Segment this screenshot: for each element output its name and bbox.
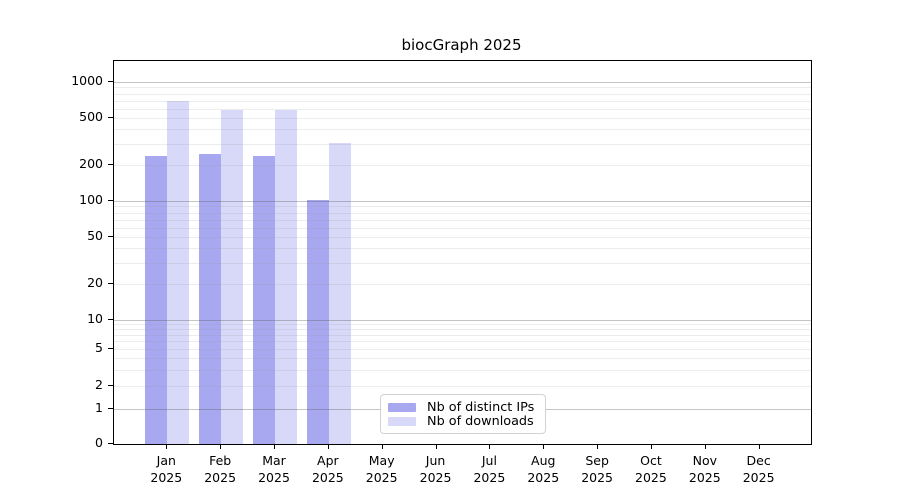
gridline-500 <box>114 118 811 119</box>
x-tick-mark <box>758 444 760 449</box>
y-tick-mark <box>108 236 113 237</box>
x-tick-label-feb: Feb 2025 <box>204 453 237 485</box>
bar-downloads-feb <box>221 110 244 444</box>
y-tick-mark <box>108 117 113 118</box>
legend-label: Nb of downloads <box>427 413 534 429</box>
gridline-800 <box>114 94 811 95</box>
y-tick-mark <box>108 164 113 165</box>
gridline-600 <box>114 109 811 110</box>
bar-distinct-ips-apr <box>306 199 329 444</box>
x-tick-mark <box>543 444 545 449</box>
x-tick-mark <box>489 444 491 449</box>
legend-swatch-icon <box>388 402 416 412</box>
x-tick-mark <box>704 444 706 449</box>
gridline-7 <box>114 335 811 336</box>
x-tick-mark <box>381 444 383 449</box>
y-tick-label: 0 <box>95 435 103 450</box>
gridline-400 <box>114 129 811 130</box>
gridline-40 <box>114 248 811 249</box>
x-tick-label-mar: Mar 2025 <box>258 453 290 485</box>
y-tick-label: 1000 <box>71 73 103 88</box>
bar-distinct-ips-feb <box>199 153 222 444</box>
x-tick-mark <box>435 444 437 449</box>
y-tick-label: 200 <box>79 156 103 171</box>
x-tick-label-aug: Aug 2025 <box>527 453 560 485</box>
bar-distinct-ips-jan <box>145 155 168 444</box>
x-tick-label-nov: Nov 2025 <box>688 453 721 485</box>
chart-title: biocGraph 2025 <box>401 36 522 54</box>
plot-area: Nb of distinct IPs Nb of downloads <box>113 60 812 445</box>
bar-downloads-apr <box>328 143 351 444</box>
y-tick-label: 100 <box>79 192 103 207</box>
gridline-300 <box>114 144 811 145</box>
gridline-100 <box>114 201 811 202</box>
gridline-1000 <box>114 82 811 83</box>
y-tick-label: 500 <box>79 109 103 124</box>
gridline-900 <box>114 87 811 88</box>
y-tick-label: 5 <box>95 340 103 355</box>
x-tick-label-jun: Jun 2025 <box>419 453 452 485</box>
bar-downloads-mar <box>275 110 297 444</box>
legend-swatch-icon <box>388 416 416 426</box>
x-tick-label-apr: Apr 2025 <box>311 453 344 485</box>
gridline-10 <box>114 320 811 321</box>
bar-distinct-ips-mar <box>253 155 275 444</box>
legend-row: Nb of downloads <box>388 413 537 429</box>
x-tick-mark <box>166 444 168 449</box>
gridline-60 <box>114 228 811 229</box>
x-tick-mark <box>274 444 275 449</box>
x-tick-label-dec: Dec 2025 <box>742 453 775 485</box>
y-tick-mark <box>108 200 113 201</box>
x-tick-label-oct: Oct 2025 <box>635 453 667 485</box>
y-tick-label: 2 <box>95 377 103 392</box>
gridline-50 <box>114 237 811 238</box>
y-tick-mark <box>108 408 113 409</box>
gridline-8 <box>114 329 811 330</box>
y-tick-mark <box>108 319 113 320</box>
y-tick-mark <box>108 385 113 386</box>
x-tick-label-jul: Jul 2025 <box>473 453 506 485</box>
gridline-700 <box>114 101 811 102</box>
y-tick-mark <box>108 283 113 284</box>
y-tick-label: 1 <box>95 400 103 415</box>
x-tick-mark <box>220 444 222 449</box>
gridline-20 <box>114 284 811 285</box>
x-tick-mark <box>327 444 329 449</box>
gridline-9 <box>114 324 811 325</box>
legend: Nb of distinct IPs Nb of downloads <box>380 394 546 434</box>
y-tick-mark <box>108 81 113 82</box>
gridline-6 <box>114 341 811 342</box>
legend-label: Nb of distinct IPs <box>427 399 535 415</box>
x-tick-label-sep: Sep 2025 <box>581 453 613 485</box>
y-tick-mark <box>108 348 113 349</box>
x-tick-label-jan: Jan 2025 <box>150 453 183 485</box>
gridline-90 <box>114 206 811 207</box>
legend-row: Nb of distinct IPs <box>388 399 537 415</box>
gridline-30 <box>114 263 811 264</box>
bar-downloads-jan <box>167 100 190 444</box>
gridline-4 <box>114 358 811 359</box>
y-tick-label: 50 <box>87 228 103 243</box>
gridline-5 <box>114 349 811 350</box>
x-tick-label-may: May 2025 <box>365 453 398 485</box>
gridline-2 <box>114 386 811 387</box>
gridline-3 <box>114 370 811 371</box>
y-tick-label: 10 <box>87 311 103 326</box>
x-tick-mark <box>597 444 599 449</box>
gridline-70 <box>114 220 811 221</box>
y-tick-mark <box>108 443 113 444</box>
gridline-80 <box>114 213 811 214</box>
x-tick-mark <box>650 444 652 449</box>
y-tick-label: 20 <box>87 275 103 290</box>
gridline-200 <box>114 165 811 166</box>
